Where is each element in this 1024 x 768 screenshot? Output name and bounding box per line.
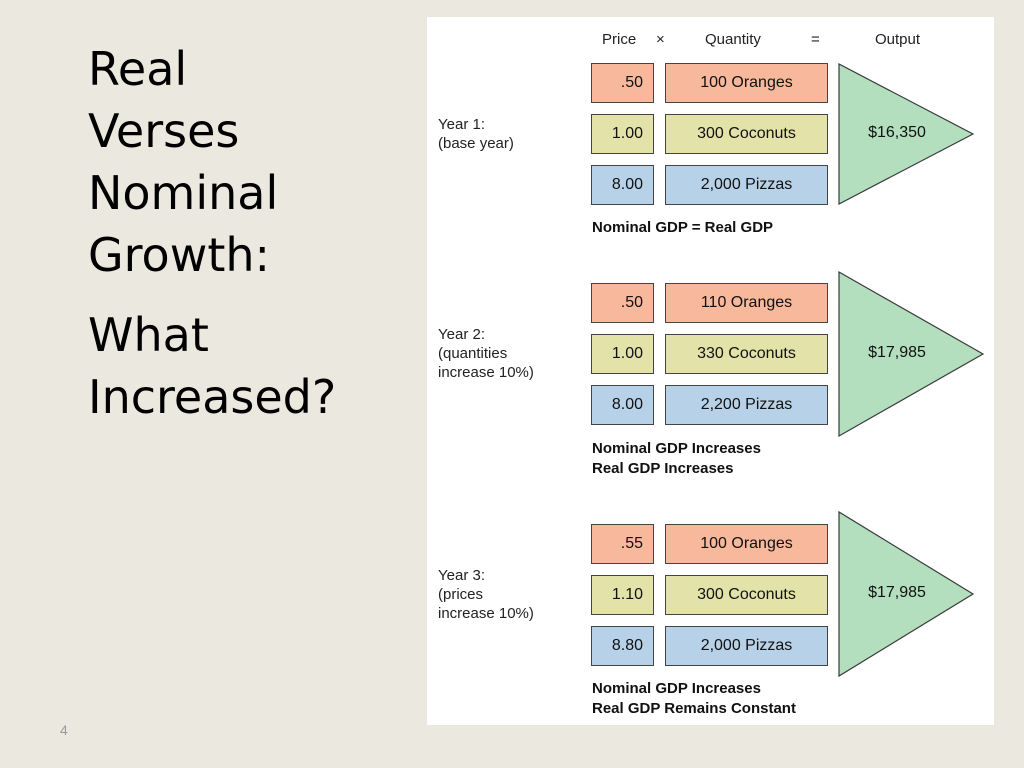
price-box: 8.00	[591, 165, 654, 205]
price-box: 1.00	[591, 114, 654, 154]
header-price: Price	[602, 31, 637, 48]
title-line: Real	[88, 42, 188, 96]
title-spacer	[88, 286, 408, 304]
title-line: Verses	[88, 104, 240, 158]
price-box: .50	[591, 283, 654, 323]
gdp-note: Nominal GDP = Real GDP	[592, 218, 773, 238]
quantity-box: 330 Coconuts	[665, 334, 828, 374]
title-line: Growth:	[88, 228, 271, 282]
price-box: 1.10	[591, 575, 654, 615]
quantity-box: 110 Oranges	[665, 283, 828, 323]
output-triangles	[838, 63, 985, 678]
gdp-note: Nominal GDP Increases Real GDP Increases	[592, 439, 761, 479]
quantity-box: 2,000 Pizzas	[665, 626, 828, 666]
quantity-box: 2,000 Pizzas	[665, 165, 828, 205]
gdp-note: Nominal GDP Increases Real GDP Remains C…	[592, 679, 796, 719]
output-triangle-year-1	[838, 63, 975, 205]
title-line: Nominal	[88, 166, 279, 220]
header-times: ×	[656, 31, 665, 48]
subtitle-line: What	[88, 308, 209, 362]
year-label: Year 2: (quantities increase 10%)	[438, 326, 534, 381]
page-number: 4	[60, 722, 68, 738]
header-output: Output	[875, 31, 921, 48]
price-box: 8.80	[591, 626, 654, 666]
quantity-box: 100 Oranges	[665, 524, 828, 564]
header-equals: =	[811, 31, 820, 48]
output-triangle-year-2	[838, 270, 985, 438]
gdp-note-line: Nominal GDP = Real GDP	[592, 219, 774, 236]
header-quantity: Quantity	[705, 31, 761, 48]
price-box: .55	[591, 524, 654, 564]
output-value: $17,985	[868, 584, 926, 601]
output-value: $16,350	[868, 124, 926, 141]
quantity-box: 2,200 Pizzas	[665, 385, 828, 425]
slide-title: Real Verses Nominal Growth: What Increas…	[88, 38, 408, 428]
quantity-box: 300 Coconuts	[665, 114, 828, 154]
output-value: $17,985	[868, 344, 926, 361]
year-label: Year 1: (base year)	[438, 116, 514, 152]
quantity-box: 100 Oranges	[665, 63, 828, 103]
price-box: 8.00	[591, 385, 654, 425]
gdp-note-line: Nominal GDP Increases	[592, 680, 761, 697]
quantity-box: 300 Coconuts	[665, 575, 828, 615]
gdp-note-line: Real GDP Remains Constant	[592, 700, 796, 717]
year-label: Year 3: (prices increase 10%)	[438, 567, 534, 622]
price-box: .50	[591, 63, 654, 103]
price-box: 1.00	[591, 334, 654, 374]
output-triangle-year-3	[838, 510, 975, 678]
gdp-note-line: Real GDP Increases	[592, 460, 734, 477]
subtitle-line: Increased?	[88, 370, 337, 424]
gdp-diagram: Price × Quantity = Output Year 1: (base …	[427, 17, 994, 725]
gdp-note-line: Nominal GDP Increases	[592, 440, 761, 457]
